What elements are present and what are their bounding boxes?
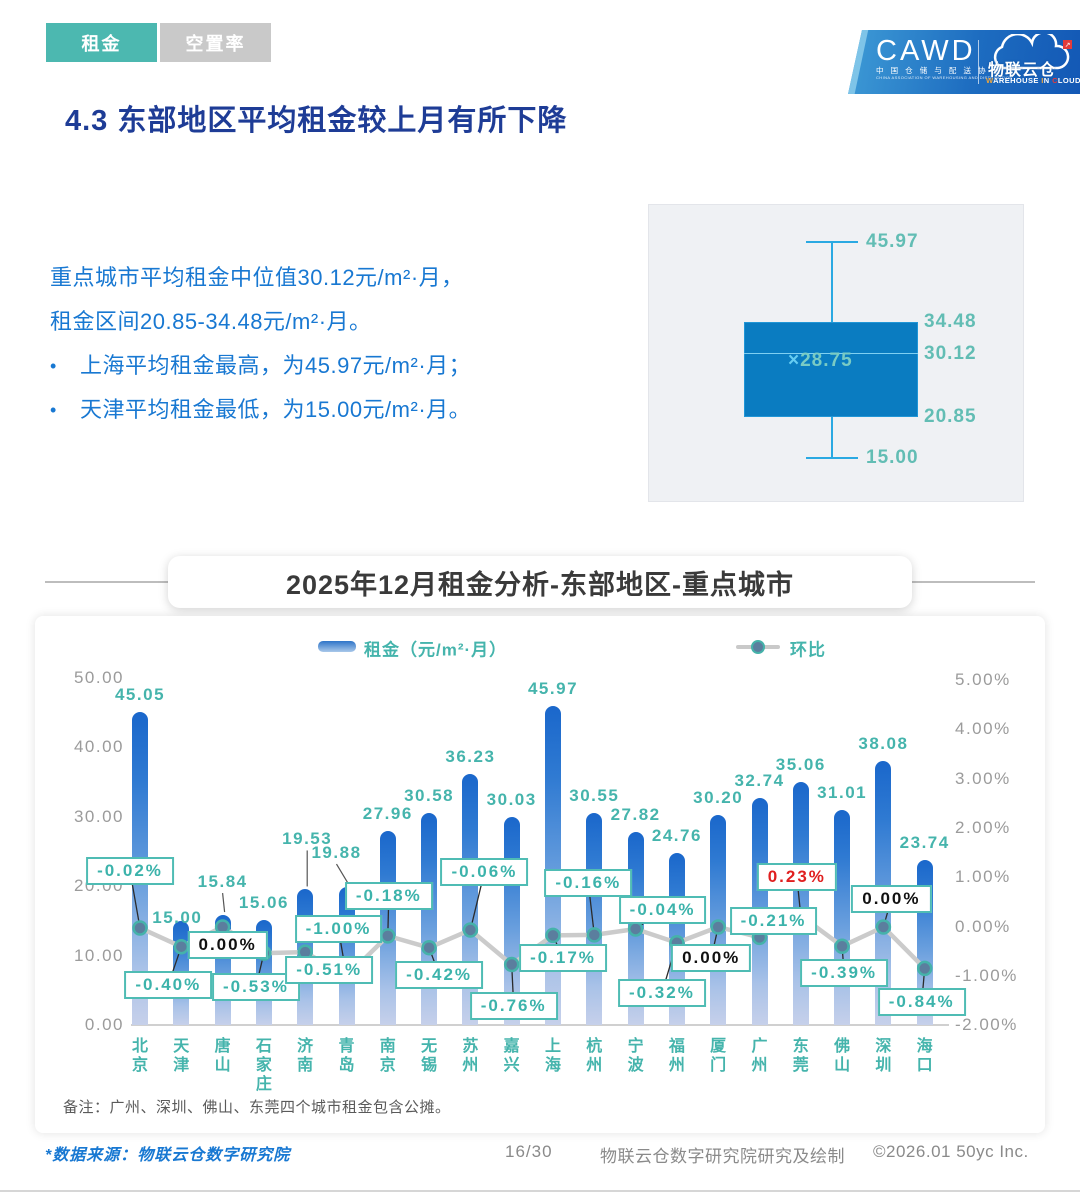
summary-bullet-2-text: 天津平均租金最低，为15.00元/m²·月。	[80, 397, 472, 422]
cloud-wordmark-cn: 物联云仓	[988, 62, 1057, 79]
banner-stripe	[848, 30, 870, 94]
section-title-card: 2025年12月租金分析-东部地区-重点城市	[168, 556, 912, 608]
tab-rent-label: 租金	[81, 33, 122, 54]
legend-line-dot-icon	[751, 640, 765, 654]
summary-line-2: 租金区间20.85-34.48元/m²·月。	[50, 309, 372, 334]
footer-copyright: ©2026.01 50yc Inc.	[873, 1142, 1029, 1161]
cloud-wordmark-letter: W	[986, 76, 994, 85]
legend-line-label: 环比	[790, 640, 826, 660]
boxplot-panel	[648, 204, 1024, 502]
summary-bullet-1: • 上海平均租金最高，为45.97元/m²·月；	[50, 344, 471, 388]
cloud-wordmark-letter: I	[1041, 76, 1044, 85]
summary-bullet-2: • 天津平均租金最低，为15.00元/m²·月。	[50, 388, 471, 432]
bullet-dot: •	[50, 356, 57, 376]
section-title: 2025年12月租金分析-东部地区-重点城市	[285, 569, 795, 600]
cloud-wordmark-letter: N	[1043, 76, 1053, 85]
summary-bullet-1-text: 上海平均租金最高，为45.97元/m²·月；	[80, 353, 472, 378]
page-bottom-border	[0, 1190, 1080, 1192]
banner-divider	[978, 40, 979, 84]
tab-vacancy-label: 空置率	[185, 33, 246, 54]
footer-page-number: 16/30	[505, 1142, 553, 1161]
cawd-subtitle-en: CHINA ASSOCIATION OF WAREHOUSING AND DIS…	[876, 75, 1013, 80]
summary-block: 重点城市平均租金中位值30.12元/m²·月， 租金区间20.85-34.48元…	[50, 256, 471, 432]
brand-banner: CAWD 中 国 仓 储 与 配 送 协 会 CHINA ASSOCIATION…	[848, 30, 1080, 94]
cawd-logo: CAWD 中 国 仓 储 与 配 送 协 会 CHINA ASSOCIATION…	[876, 36, 1013, 81]
footer-data-source: *数据来源：物联云仓数字研究院	[45, 1147, 291, 1164]
page-title: 4.3 东部地区平均租金较上月有所下降	[65, 105, 568, 137]
cawd-subtitle-cn: 中 国 仓 储 与 配 送 协 会	[876, 66, 1003, 75]
cawd-wordmark: CAWD	[876, 35, 976, 67]
cloud-arrow-icon: ↗	[1063, 40, 1072, 49]
footer-credit: 物联云仓数字研究院研究及绘制	[600, 1147, 845, 1166]
warehouse-in-cloud-logo: ↗ 物联云仓 WAREHOUSE IN CLOUD	[986, 34, 1080, 90]
tab-rent[interactable]: 租金	[46, 23, 157, 62]
cloud-wordmark-letter: LOUD	[1057, 76, 1080, 85]
chart-note: 备注：广州、深圳、佛山、东莞四个城市租金包含公摊。	[63, 1099, 451, 1116]
cloud-wordmark-en: WAREHOUSE IN CLOUD	[986, 76, 1080, 85]
legend-bar-swatch	[318, 641, 356, 652]
legend-bar-label: 租金（元/m²·月）	[364, 640, 508, 660]
tab-vacancy[interactable]: 空置率	[160, 23, 271, 62]
chart-card	[35, 616, 1045, 1133]
cloud-wordmark-letter: C	[1052, 76, 1058, 85]
bullet-dot: •	[50, 400, 57, 420]
cloud-icon	[993, 34, 1070, 70]
summary-line-1: 重点城市平均租金中位值30.12元/m²·月，	[50, 265, 464, 290]
cloud-wordmark-letter: AREHOUSE	[993, 76, 1042, 85]
